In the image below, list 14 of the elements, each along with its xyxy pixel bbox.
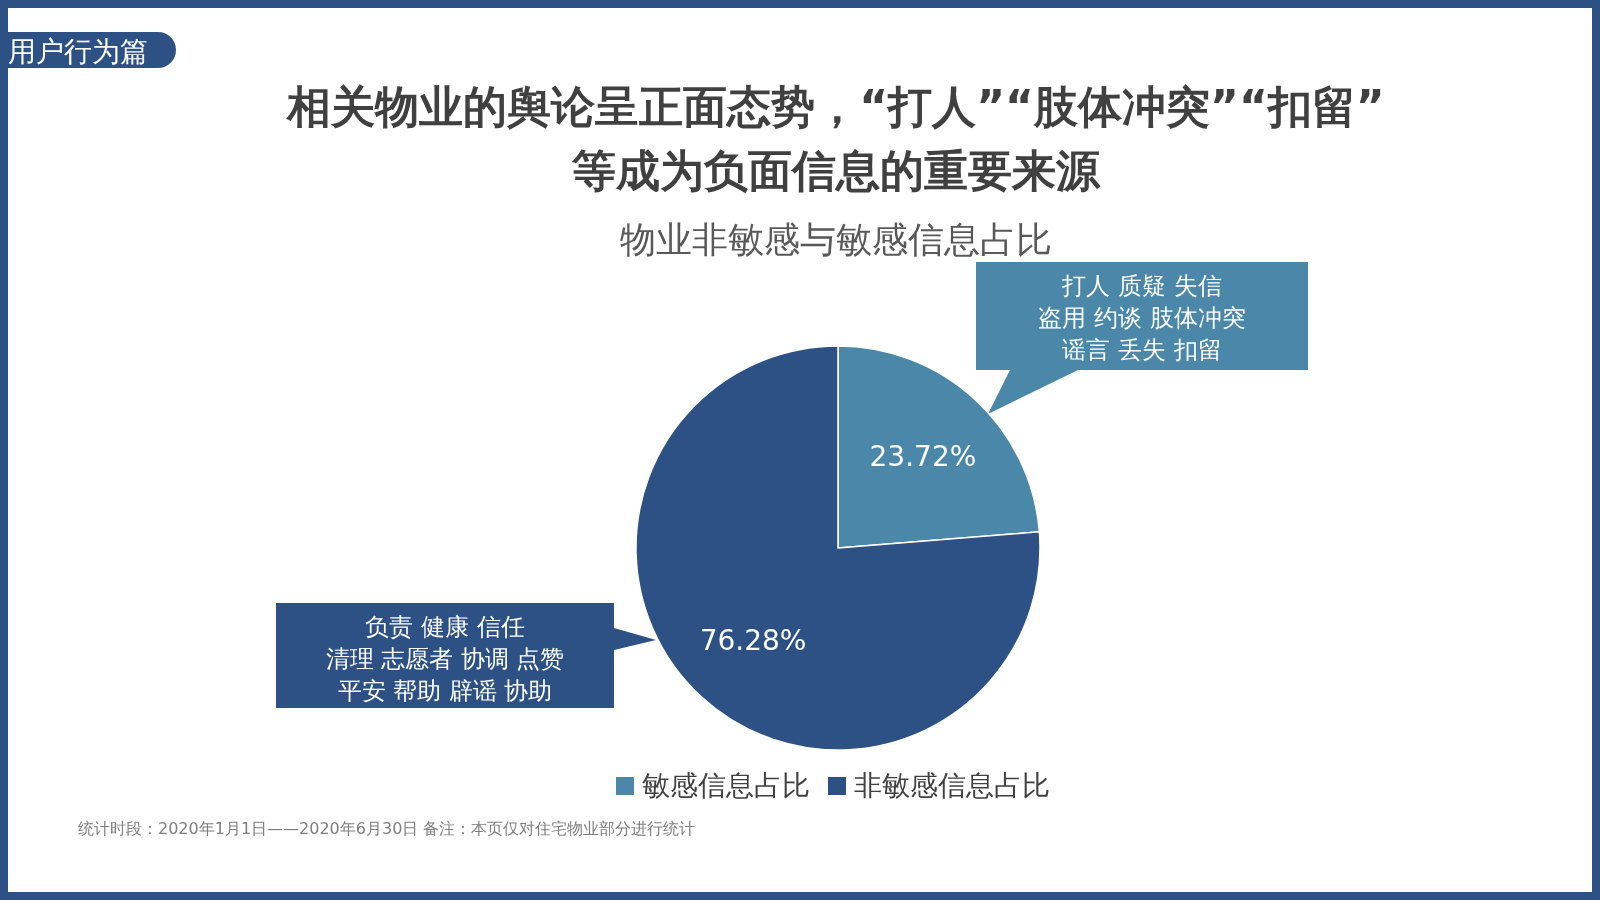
text: 谣言 丢失 扣留 [1062,336,1222,364]
text: 平安 帮助 辟谣 协助 [337,677,553,705]
data-label: 23.72% [869,439,977,473]
legend-label: 非敏感信息占比 [854,769,1050,802]
text: 盗用 约谈 肢体冲突 [1038,304,1246,332]
chart-subtitle: 物业非敏感与敏感信息占比 [620,219,1052,260]
chart-title: 相关物业的舆论呈正面态势，“打人”“肢体冲突”“扣留”等成为负面信息的重要来源 [285,81,1385,196]
text: 统计时段：2020年1月1日——2020年6月30日 备注：本页仅对住宅物业部分进行统计 [78,819,696,838]
text: 负责 健康 信任 [365,613,525,641]
text: 清理 志愿者 协调 点赞 [325,645,565,673]
data-label: 76.28% [699,624,807,658]
text: 打人 质疑 失信 [1061,272,1222,300]
legend-label: 敏感信息占比 [642,769,810,802]
text: 用户行为篇 [8,35,148,68]
